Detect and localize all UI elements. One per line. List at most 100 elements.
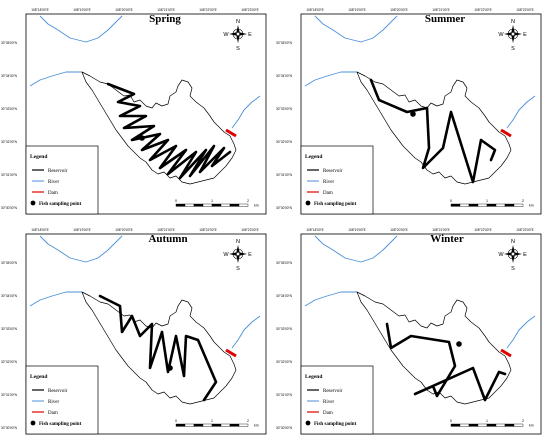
longitude-tick: 108°23'00"E [241,228,259,232]
compass-north-label: N [236,239,240,245]
latitude-tick: 30°30'00"N [1,426,18,430]
longitude-tick: 108°22'00"E [474,8,492,12]
compass-west-label: W [223,32,229,38]
river-line [506,315,536,349]
longitude-tick: 108°20'00"E [115,8,133,12]
latitude-tick: 30°32'00"N [1,360,18,364]
fish-sampling-point [167,365,173,371]
latitude-tick: 30°33'00"N [1,327,18,331]
latitude-tick: 30°35'00"N [1,261,18,265]
legend-river-label: River [323,180,334,185]
river-line [39,15,123,43]
legend-reservoir-label: Reservoir [323,389,343,394]
river-line [314,15,398,43]
dam-marker [500,128,512,138]
map-panel-autumn: 108°18'00"E 108°19'00"E 108°20'00"E 108°21'… [0,220,275,439]
river-line [314,235,398,263]
fish-sampling-point [456,341,462,347]
scale-unit: km [254,204,259,208]
latitude-tick: 30°30'00"N [276,426,293,430]
scale-label-zero: 0 [175,419,177,423]
season-title: Winter [430,233,464,245]
legend [25,145,99,215]
longitude-tick: 108°22'00"E [199,228,217,232]
latitude-tick: 30°32'00"N [1,140,18,144]
river-line [29,291,82,307]
map-panel-summer: 108°18'00"E 108°19'00"E 108°20'00"E 108°21'… [275,0,550,219]
season-title: Autumn [148,233,187,245]
reservoir-outline [81,291,237,405]
map-svg: 108°18'00"E 108°19'00"E 108°20'00"E 108°21'… [276,228,542,435]
longitude-tick: 108°18'00"E [31,228,49,232]
legend [300,145,374,215]
scale-label-max: 2 [522,199,524,203]
compass-icon [229,25,247,43]
map-frame [25,233,267,435]
dam-marker [225,128,237,138]
legend-sampling-swatch [30,420,36,426]
survey-route [385,322,507,402]
map-svg: 108°18'00"E 108°19'00"E 108°20'00"E 108°21'… [1,8,267,215]
legend-box [25,145,99,215]
legend [300,365,374,435]
longitude-tick: 108°20'00"E [115,228,133,232]
map-panel-winter: 108°18'00"E 108°19'00"E 108°20'00"E 108°21'… [275,220,550,439]
river-line [304,71,357,87]
scale-label-zero: 0 [450,199,452,203]
compass-icon [504,245,522,263]
fish-sampling-point [410,111,416,117]
scale-label-max: 2 [247,199,249,203]
legend-dam-label: Dam [323,411,333,416]
latitude-tick: 30°31'00"N [276,173,293,177]
longitude-tick: 108°18'00"E [306,228,324,232]
longitude-tick: 108°23'00"E [241,8,259,12]
scale-bar [450,423,524,427]
latitude-tick: 30°31'00"N [1,393,18,397]
legend-reservoir-label: Reservoir [48,169,68,174]
longitude-tick: 108°23'00"E [516,8,534,12]
river-line [29,71,82,87]
compass-south-label: S [236,46,240,52]
longitude-tick: 108°18'00"E [306,8,324,12]
legend-title: Legend [305,154,322,160]
dam-marker [225,348,237,358]
legend-box [300,365,374,435]
compass-south-label: S [511,266,515,272]
scale-label-mid: 1 [486,199,488,203]
river-line [231,315,261,349]
river-line [304,291,357,307]
compass-east-label: E [523,32,527,38]
scale-label-zero: 0 [175,199,177,203]
latitude-tick: 30°34'00"N [276,294,293,298]
longitude-tick: 108°22'00"E [199,8,217,12]
scale-label-max: 2 [247,419,249,423]
scale-label-mid: 1 [486,419,488,423]
map-panel-spring: 108°18'00"E 108°19'00"E 108°20'00"E 108°21'… [0,0,275,219]
longitude-tick: 108°19'00"E [73,228,91,232]
map-frame [25,13,267,215]
river-line [231,95,261,129]
dam-marker [500,348,512,358]
scale-unit: km [254,424,259,428]
legend-box [25,365,99,435]
legend-sampling-label: Fish sampling point [39,422,82,427]
compass-north-label: N [236,19,240,25]
legend-dam-label: Dam [323,191,333,196]
scale-unit: km [529,204,534,208]
legend-title: Legend [30,154,47,160]
scale-label-mid: 1 [211,199,213,203]
survey-route [369,78,497,184]
latitude-tick: 30°33'00"N [1,107,18,111]
longitude-tick: 108°19'00"E [348,228,366,232]
legend-river-label: River [48,400,59,405]
scale-label-mid: 1 [211,419,213,423]
scale-label-max: 2 [522,419,524,423]
scale-bar [175,423,249,427]
reservoir-outline [81,71,237,185]
legend-river-label: River [48,180,59,185]
scale-bar [175,203,249,207]
longitude-tick: 108°18'00"E [31,8,49,12]
compass-north-label: N [511,239,515,245]
reservoir-outline [356,71,512,185]
map-svg: 108°18'00"E 108°19'00"E 108°20'00"E 108°21'… [276,8,542,215]
